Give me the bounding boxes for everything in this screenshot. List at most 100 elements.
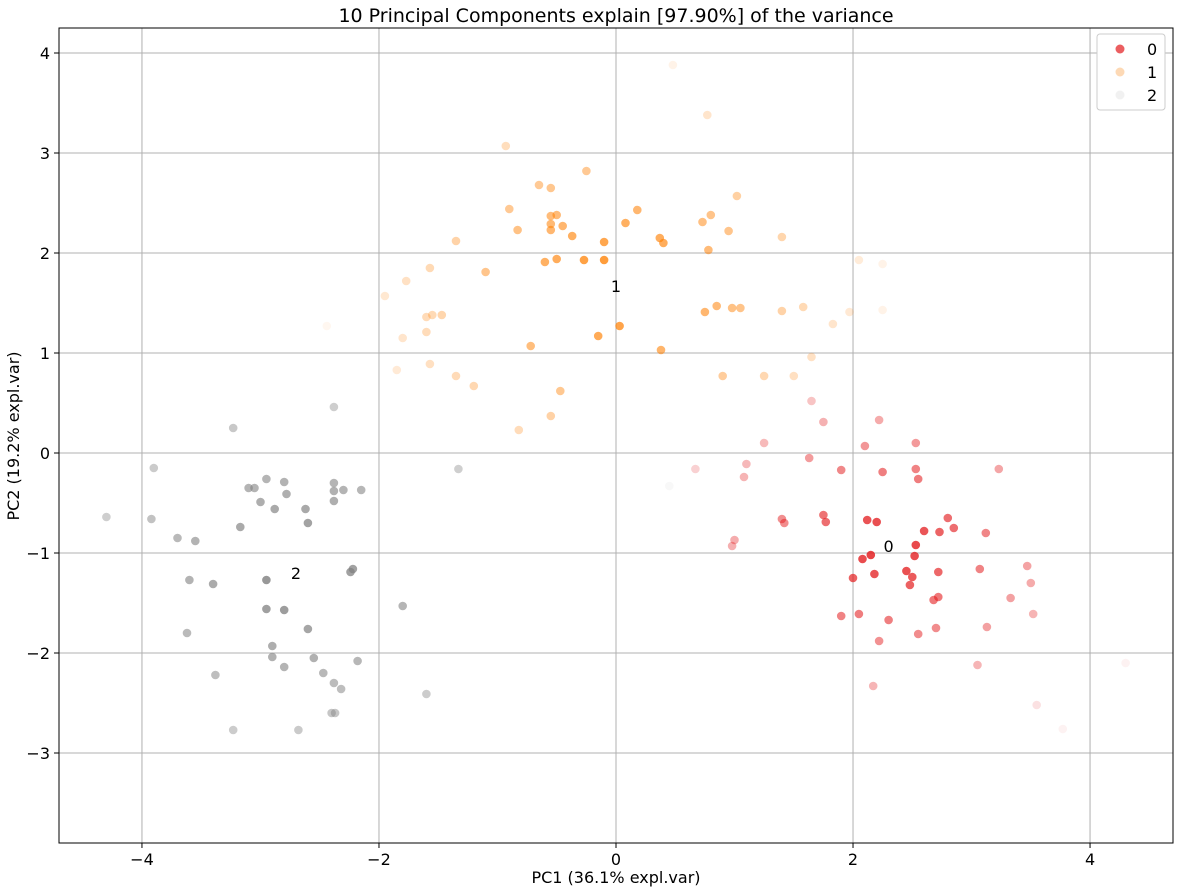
y-tick-label: 0 <box>40 444 50 463</box>
data-point-cluster-0 <box>759 438 769 448</box>
y-tick-label: 3 <box>40 144 50 163</box>
data-point-cluster-0 <box>1006 593 1015 603</box>
data-point-cluster-2 <box>191 536 200 546</box>
data-point-cluster-0 <box>819 510 828 520</box>
data-point-cluster-0 <box>807 396 816 406</box>
y-tick-label: 1 <box>40 344 50 363</box>
x-tick-label: −4 <box>130 850 154 869</box>
data-point-cluster-0 <box>1022 561 1032 571</box>
data-point-cluster-1 <box>546 225 556 235</box>
y-tick-label: −3 <box>26 744 50 763</box>
data-point-cluster-2 <box>303 624 313 634</box>
legend: 0 1 2 <box>1096 33 1166 111</box>
data-point-cluster-0 <box>935 527 944 537</box>
data-point-cluster-0 <box>908 572 917 582</box>
legend-label-0: 0 <box>1147 40 1157 59</box>
data-point-cluster-1 <box>599 255 609 265</box>
y-axis-ticks: −3 −2 −1 0 1 2 3 4 <box>26 44 59 763</box>
data-point-cluster-1 <box>540 257 550 267</box>
data-point-cluster-1 <box>392 365 402 375</box>
data-point-cluster-2 <box>268 652 277 662</box>
data-point-cluster-1 <box>546 411 556 421</box>
cluster-labels: 0 1 2 <box>291 277 894 583</box>
data-point-cluster-0 <box>874 415 884 425</box>
data-point-cluster-2 <box>294 725 303 735</box>
data-point-cluster-2 <box>327 708 336 718</box>
data-point-cluster-1 <box>425 263 435 273</box>
x-tick-label: 4 <box>1085 850 1095 869</box>
data-point-cluster-1 <box>633 205 642 215</box>
data-point-cluster-1 <box>724 226 733 236</box>
legend-label-2: 2 <box>1147 86 1157 105</box>
data-point-cluster-0 <box>949 523 959 533</box>
scatter-points <box>102 60 1130 735</box>
y-tick-label: 4 <box>40 44 50 63</box>
data-point-cluster-1 <box>425 359 435 369</box>
data-point-cluster-1 <box>712 301 721 311</box>
x-axis-label: PC1 (36.1% expl.var) <box>531 868 700 887</box>
data-point-cluster-0 <box>739 472 749 482</box>
y-tick-label: −1 <box>26 544 50 563</box>
data-point-cluster-1 <box>878 305 887 315</box>
data-point-cluster-1 <box>615 321 624 331</box>
y-tick-label: −2 <box>26 644 50 663</box>
data-point-cluster-2 <box>353 656 362 666</box>
chart-title: 10 Principal Components explain [97.90%]… <box>338 5 893 27</box>
data-point-cluster-1 <box>526 341 535 351</box>
data-point-cluster-2 <box>422 689 431 699</box>
data-point-cluster-1 <box>469 381 479 391</box>
data-point-cluster-1 <box>704 245 713 255</box>
data-point-cluster-1 <box>703 110 712 120</box>
cluster-label-2: 2 <box>291 564 301 583</box>
data-point-cluster-1 <box>656 345 666 355</box>
data-point-cluster-1 <box>437 310 447 320</box>
data-point-cluster-0 <box>902 566 911 576</box>
data-point-cluster-1 <box>706 210 716 220</box>
data-point-cluster-2 <box>329 478 339 488</box>
y-axis-label: PC2 (19.2% expl.var) <box>4 351 23 520</box>
data-point-cluster-1 <box>718 371 727 381</box>
data-point-cluster-1 <box>546 219 556 229</box>
data-point-cluster-1 <box>798 302 808 312</box>
data-point-cluster-2 <box>228 725 238 735</box>
legend-marker-1 <box>1115 67 1125 77</box>
grid-lines <box>59 28 1173 843</box>
data-point-cluster-2 <box>309 653 319 663</box>
data-point-cluster-2 <box>303 518 313 528</box>
data-point-cluster-2 <box>398 601 408 611</box>
data-point-cluster-2 <box>279 477 289 487</box>
data-point-cluster-1 <box>451 371 461 381</box>
x-axis-ticks: −4 −2 0 2 4 <box>130 843 1095 869</box>
data-point-cluster-2 <box>282 489 291 499</box>
data-point-cluster-2 <box>330 708 340 718</box>
data-point-cluster-2 <box>102 512 111 522</box>
data-point-cluster-2 <box>329 486 339 496</box>
data-point-cluster-2 <box>336 684 346 694</box>
data-point-cluster-1 <box>422 327 431 337</box>
data-point-cluster-2 <box>348 564 358 574</box>
data-point-cluster-1 <box>556 386 565 396</box>
data-point-cluster-0 <box>821 517 831 527</box>
data-point-cluster-2 <box>329 678 339 688</box>
data-point-cluster-1 <box>514 425 524 435</box>
data-point-cluster-0 <box>911 438 921 448</box>
data-point-cluster-0 <box>848 573 858 583</box>
data-point-cluster-1 <box>534 180 544 190</box>
data-point-cluster-2 <box>244 483 253 493</box>
data-point-cluster-1 <box>599 237 609 247</box>
data-point-cluster-2 <box>279 662 289 672</box>
data-point-cluster-1 <box>777 232 787 242</box>
data-point-cluster-0 <box>911 464 921 474</box>
data-point-cluster-1 <box>878 259 887 269</box>
data-point-cluster-0 <box>934 592 943 602</box>
data-point-cluster-2 <box>319 668 328 678</box>
data-point-cluster-2 <box>147 514 156 524</box>
data-point-cluster-1 <box>659 238 668 248</box>
data-point-cluster-1 <box>501 141 511 151</box>
data-point-cluster-2 <box>329 496 339 506</box>
data-point-cluster-2 <box>270 504 280 514</box>
data-point-cluster-0 <box>981 528 991 538</box>
data-point-cluster-0 <box>1032 700 1041 710</box>
data-point-cluster-2 <box>329 402 339 412</box>
data-point-cluster-2 <box>182 628 192 638</box>
